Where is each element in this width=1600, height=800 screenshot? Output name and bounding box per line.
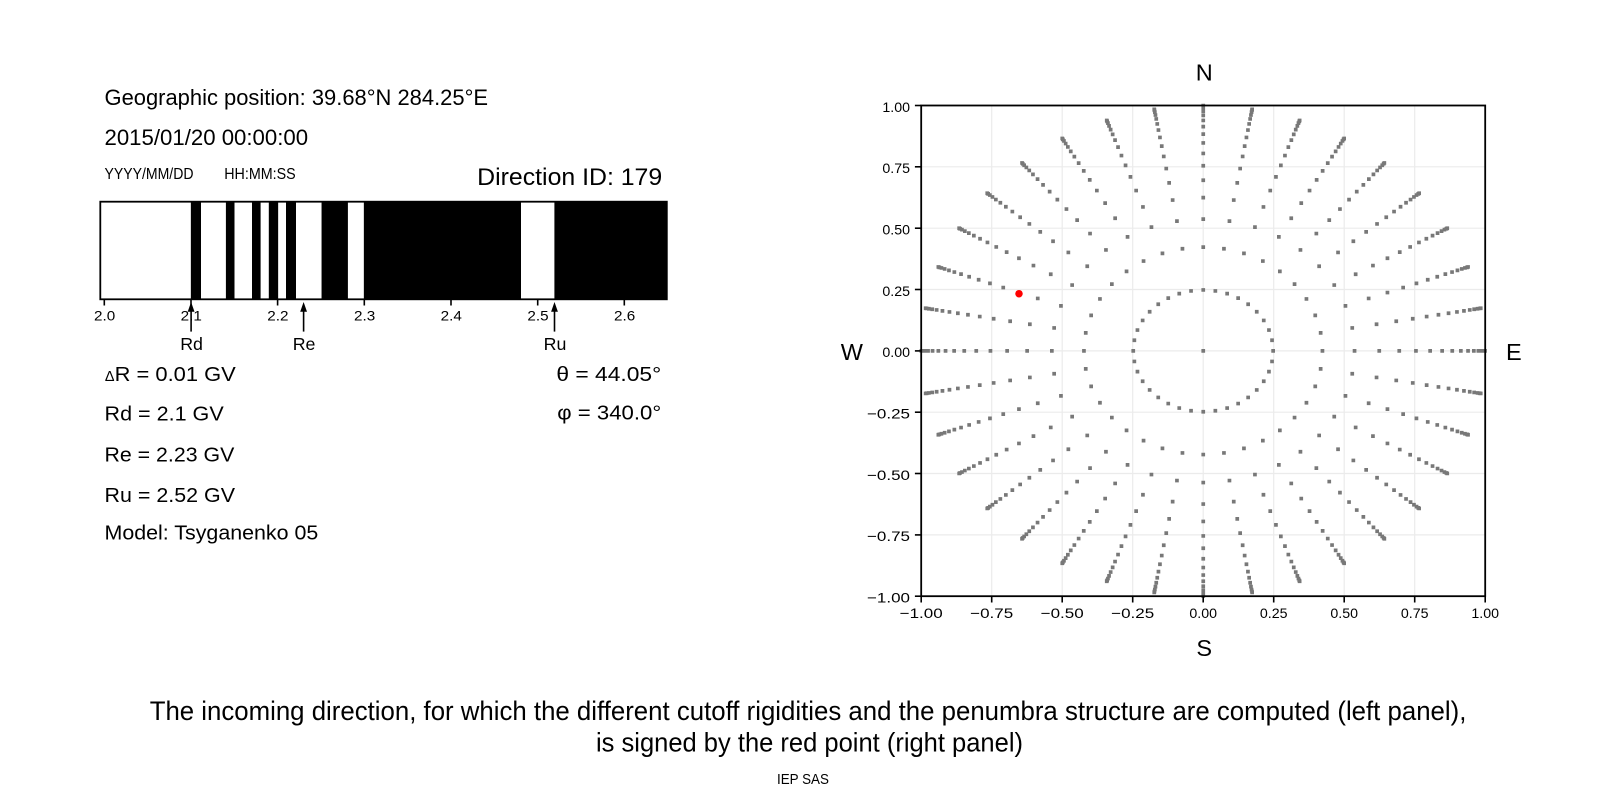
svg-text:Rd: Rd — [180, 334, 203, 354]
svg-text:−0.25: −0.25 — [1111, 606, 1154, 622]
svg-text:Rd = 2.1 GV: Rd = 2.1 GV — [105, 402, 224, 425]
svg-text:2.3: 2.3 — [354, 308, 375, 324]
svg-text:Ru: Ru — [544, 334, 567, 354]
svg-text:E: E — [1506, 339, 1522, 365]
svg-text:θ = 44.05°: θ = 44.05° — [556, 364, 661, 386]
svg-text:−0.75: −0.75 — [867, 529, 910, 545]
svg-text:−1.00: −1.00 — [900, 606, 943, 622]
svg-text:Direction ID: 179: Direction ID: 179 — [477, 164, 662, 191]
svg-text:Ru = 2.52 GV: Ru = 2.52 GV — [105, 484, 236, 507]
svg-text:−0.50: −0.50 — [867, 468, 910, 484]
svg-text:YYYY/MM/DD: YYYY/MM/DD — [105, 166, 194, 183]
svg-text:N: N — [1196, 59, 1213, 85]
svg-text:Re = 2.23 GV: Re = 2.23 GV — [105, 444, 235, 467]
svg-text:0.00: 0.00 — [882, 345, 910, 361]
svg-text:φ = 340.0°: φ = 340.0° — [557, 402, 661, 424]
svg-text:−1.00: −1.00 — [867, 591, 910, 607]
svg-text:HH:MM:SS: HH:MM:SS — [224, 166, 296, 183]
svg-text:IEP SAS: IEP SAS — [777, 772, 829, 788]
svg-text:S: S — [1196, 635, 1212, 661]
svg-text:0.50: 0.50 — [1330, 606, 1358, 622]
svg-text:−0.50: −0.50 — [1041, 606, 1084, 622]
svg-text:The incoming direction, for wh: The incoming direction, for which the di… — [150, 696, 1467, 726]
svg-text:0.75: 0.75 — [1401, 606, 1429, 622]
svg-text:0.00: 0.00 — [1189, 606, 1217, 622]
svg-text:0.25: 0.25 — [882, 284, 910, 300]
svg-text:0.50: 0.50 — [882, 222, 910, 238]
svg-text:Model: Tsyganenko 05: Model: Tsyganenko 05 — [105, 522, 319, 545]
svg-text:2.6: 2.6 — [614, 308, 635, 324]
svg-text:2.5: 2.5 — [527, 308, 548, 324]
svg-text:is signed by the red point (ri: is signed by the red point (right panel) — [596, 727, 1023, 757]
svg-text:0.75: 0.75 — [882, 161, 910, 177]
svg-text:2.4: 2.4 — [441, 308, 462, 324]
svg-text:W: W — [841, 339, 864, 365]
svg-text:−0.25: −0.25 — [867, 406, 910, 422]
svg-text:−0.75: −0.75 — [970, 606, 1013, 622]
svg-text:0.25: 0.25 — [1260, 606, 1288, 622]
svg-text:∆: ∆ — [105, 369, 114, 385]
svg-text:2.2: 2.2 — [267, 308, 288, 324]
svg-text:2015/01/20 00:00:00: 2015/01/20 00:00:00 — [105, 125, 309, 150]
svg-text:Geographic position: 39.68°N 2: Geographic position: 39.68°N 284.25°E — [105, 85, 489, 110]
svg-text:R = 0.01 GV: R = 0.01 GV — [115, 363, 236, 386]
svg-text:Re: Re — [293, 334, 316, 354]
svg-text:2.0: 2.0 — [94, 308, 115, 324]
svg-text:1.00: 1.00 — [1471, 606, 1499, 622]
svg-text:1.00: 1.00 — [882, 100, 910, 116]
